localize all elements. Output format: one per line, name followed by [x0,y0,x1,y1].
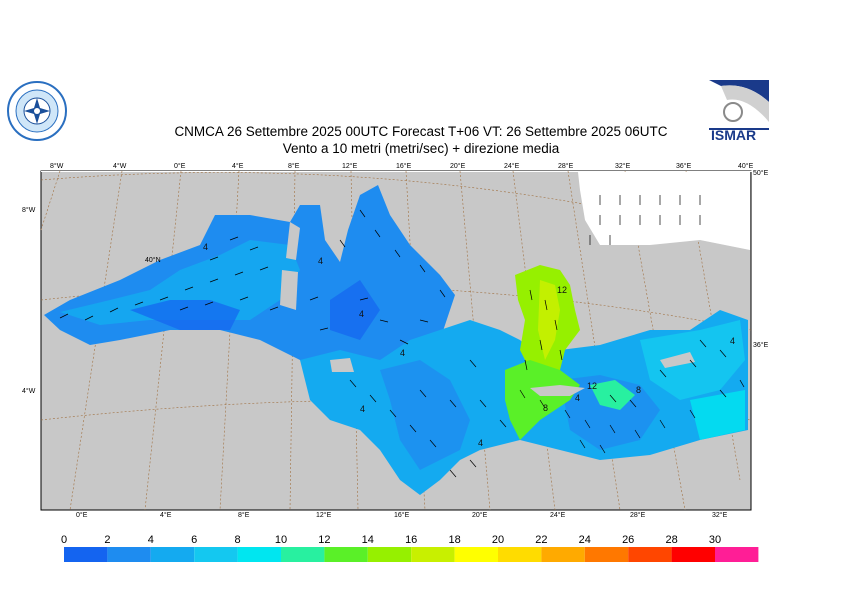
ismar-logo: ISMAR [707,78,771,142]
colorbar-label: 4 [148,534,154,546]
colorbar-label: 8 [235,534,241,546]
tick-label: 8°W [22,206,36,214]
cnmca-logo [7,81,67,141]
colorbar-label: 2 [104,534,110,546]
colorbar-swatch [498,547,542,562]
colorbar-label: 18 [448,534,460,546]
tick-label: 4°W [113,162,127,170]
aegean-high-wind [505,265,635,440]
tick-label: 24°E [550,511,566,519]
ismar-logo-text: ISMAR [711,127,756,142]
colorbar-swatch [367,547,412,562]
tick-label: 16°E [394,511,410,519]
contour-labels: 4 4 4 4 4 4 4 4 12 12 8 8 [203,242,735,448]
colorbar-swatch [671,547,715,562]
tick-label: 40°N [145,256,161,264]
tick-label: 24°E [504,162,520,170]
tick-label: 32°E [712,511,728,519]
contour-label: 4 [478,438,483,448]
contour-label: 4 [359,309,364,319]
bottom-ticks: 0°E 4°E 8°E 12°E 16°E 20°E 24°E 28°E 32°… [76,511,728,519]
tick-label: 4°W [22,387,36,395]
tick-label: 20°E [472,511,488,519]
tick-label: 36°E [753,341,769,349]
colorbar-label: 26 [622,534,634,546]
tick-label: 8°E [238,511,250,519]
contour-label: 12 [557,285,567,295]
wind-arrows [59,195,745,478]
colorbar-swatch [150,547,195,562]
colorbar-swatch [281,547,325,562]
contour-label: 4 [360,404,365,414]
colorbar-swatch [541,547,585,562]
tick-label: 32°E [615,162,631,170]
colorbar-label: 12 [318,534,330,546]
colorbar-label: 22 [535,534,547,546]
contour-label: 4 [318,256,323,266]
colorbar-swatch [411,547,455,562]
colorbar-label: 14 [362,534,374,546]
contour-label: 4 [575,393,580,403]
side-ticks: 8°W 40°N 4°W 50°E 36°E [22,169,769,395]
colorbar-swatch [324,547,368,562]
tick-label: 50°E [753,169,769,177]
colorbar-swatch [454,547,498,562]
tick-label: 0°E [174,162,186,170]
tick-label: 8°E [288,162,300,170]
contour-label: 4 [400,348,405,358]
contour-label: 12 [587,381,597,391]
tick-label: 16°E [396,162,412,170]
tick-label: 40°E [738,162,754,170]
colorbar-swatch [107,547,151,562]
contour-label: 4 [730,336,735,346]
colorbar-swatch [584,547,629,562]
top-ticks: 8°W 4°W 0°E 4°E 8°E 12°E 16°E 20°E 24°E … [50,162,754,170]
colorbar-swatch [64,547,108,562]
tick-label: 0°E [76,511,88,519]
tick-label: 12°E [342,162,358,170]
colorbar-label: 10 [275,534,287,546]
colorbar-label: 30 [709,534,721,546]
map-title: CNMCA 26 Settembre 2025 00UTC Forecast T… [174,124,668,139]
colorbar-swatch [715,547,759,562]
tick-label: 36°E [676,162,692,170]
map-subtitle: Vento a 10 metri (metri/sec) + direzione… [282,141,560,156]
colorbar-label: 20 [492,534,504,546]
colorbar-label: 6 [191,534,197,546]
islands [280,222,695,396]
tick-label: 12°E [316,511,332,519]
colorbar-swatch [628,547,672,562]
colorbar-swatch [194,547,238,562]
colorbar-label: 28 [665,534,677,546]
tick-label: 8°W [50,162,64,170]
colorbar-label: 24 [579,534,591,546]
colorbar-label: 16 [405,534,417,546]
contour-label: 8 [543,403,548,413]
tick-label: 4°E [232,162,244,170]
colorbar-swatch [237,547,281,562]
contour-label: 4 [203,242,208,252]
tick-label: 20°E [450,162,466,170]
colorbar-label: 0 [61,534,67,546]
contour-label: 8 [636,385,641,395]
tick-label: 4°E [160,511,172,519]
black-sea [578,172,750,250]
tick-label: 28°E [630,511,646,519]
tick-label: 28°E [558,162,574,170]
